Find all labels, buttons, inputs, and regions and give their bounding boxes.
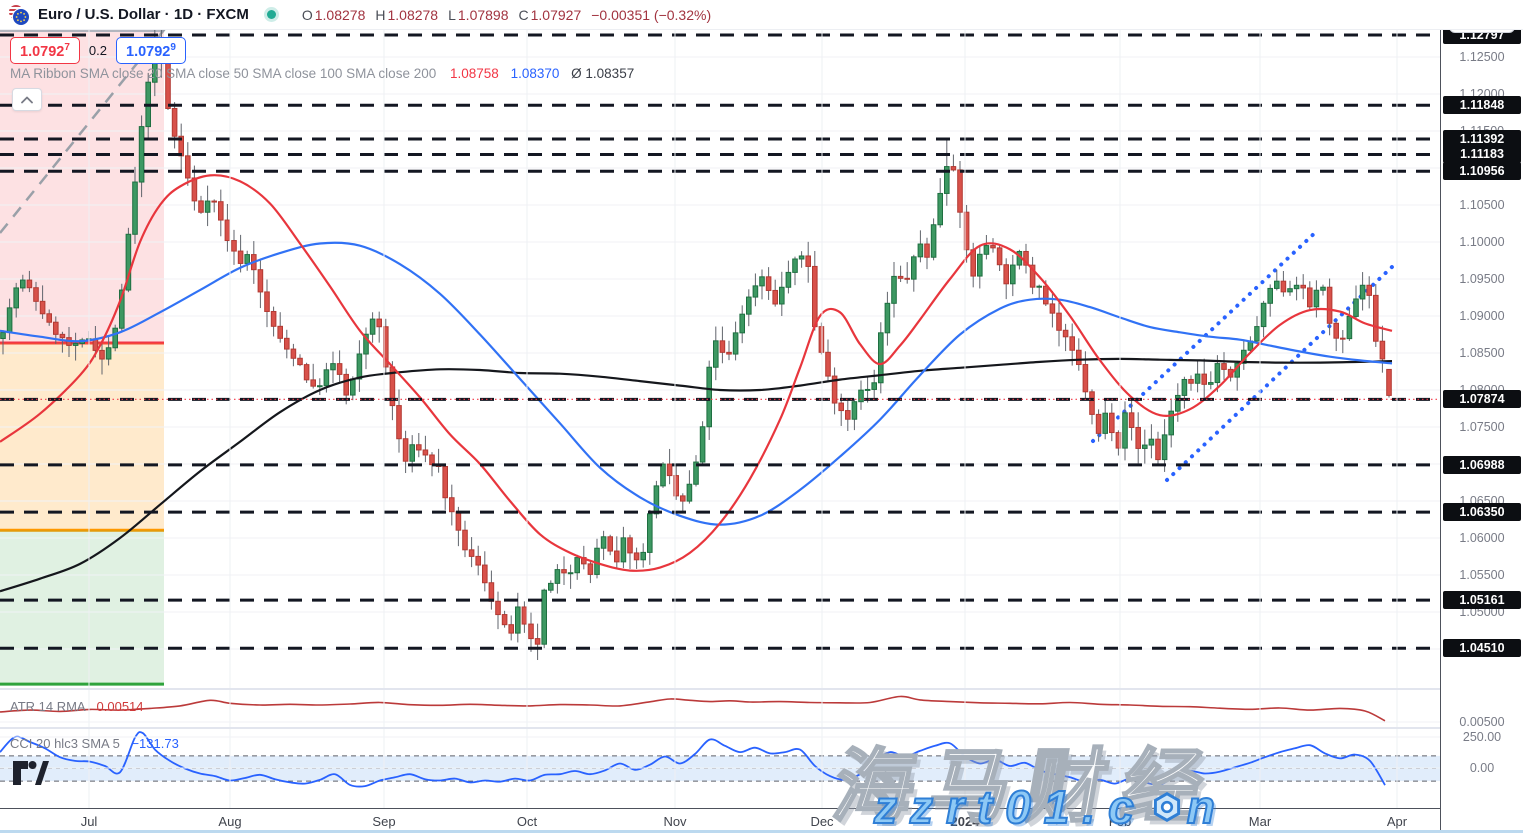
close-label: C: [518, 6, 529, 23]
ma-ribbon-sma20-value: 1.08758: [450, 66, 499, 81]
bid-price: 1.0792: [20, 43, 65, 60]
time-axis[interactable]: Jul Aug Sep Oct Nov Dec 2024 Feb Mar Apr: [0, 808, 1440, 833]
ma-ribbon-label: MA Ribbon SMA close 20 SMA close 50 SMA …: [10, 66, 437, 81]
time-tick-label: Mar: [1248, 814, 1272, 829]
cci-label: CCI 20 hlc3 SMA 5: [10, 736, 120, 751]
open-value: 1.08278: [314, 6, 366, 23]
time-tick-label: Oct: [516, 814, 538, 829]
price-tick-label: 1.07500: [1459, 420, 1505, 434]
atr-indicator-row[interactable]: ATR 14 RMA 0.00514: [10, 699, 144, 714]
level-price-label: 1.11183: [1443, 145, 1521, 164]
collapse-panel-button[interactable]: [12, 88, 42, 111]
level-price-label: 1.06988: [1443, 455, 1521, 474]
price-axis[interactable]: USD 1.125001.120001.115001.105001.100001…: [1440, 0, 1523, 833]
low-value: 1.07898: [457, 6, 509, 23]
price-tick-label: 1.10000: [1459, 235, 1505, 249]
level-price-label: 1.04510: [1443, 639, 1521, 658]
price-tick-label: 1.10500: [1459, 198, 1505, 212]
bottom-strip: [0, 830, 1523, 833]
time-tick-label: Apr: [1386, 814, 1408, 829]
buy-ask-button[interactable]: 1.07929: [116, 37, 186, 64]
high-value: 1.08278: [387, 6, 439, 23]
ask-price-sup: 9: [170, 42, 176, 53]
quote-row: 1.07927 0.2 1.07929: [10, 37, 186, 64]
high-label: H: [375, 6, 386, 23]
price-tick-label: 1.08500: [1459, 346, 1505, 360]
time-tick-label: Aug: [218, 814, 242, 829]
close-value: 1.07927: [530, 6, 582, 23]
time-tick-label: 2024: [950, 814, 980, 829]
chevron-up-icon: [21, 96, 33, 103]
level-price-label: 1.10956: [1443, 162, 1521, 181]
time-tick-label: Nov: [663, 814, 687, 829]
ma-ribbon-indicator-row[interactable]: MA Ribbon SMA close 20 SMA close 50 SMA …: [10, 66, 634, 81]
symbol-title[interactable]: Euro / U.S. Dollar · 1D · FXCM: [38, 6, 249, 23]
time-tick-label: Dec: [810, 814, 834, 829]
atr-value: 0.00514: [96, 699, 144, 714]
chart-header: Euro / U.S. Dollar · 1D · FXCM O 1.08278…: [0, 0, 1523, 30]
spread-value: 0.2: [88, 42, 107, 58]
low-label: L: [448, 6, 456, 23]
level-price-label: 1.06350: [1443, 503, 1521, 522]
cci-value: −131.73: [131, 736, 179, 751]
atr-tick-label: 0.00500: [1459, 715, 1505, 729]
ask-price: 1.0792: [126, 43, 171, 60]
level-price-label: 1.11392: [1443, 129, 1521, 148]
level-price-label: 1.07874: [1443, 390, 1521, 409]
ma-ribbon-sma50-value: 1.08370: [510, 66, 560, 81]
level-price-label: 1.05161: [1443, 591, 1521, 610]
price-tick-label: 1.09000: [1459, 309, 1505, 323]
cci-tick-label: 0.00: [1469, 761, 1495, 775]
open-label: O: [301, 6, 313, 23]
tradingview-logo[interactable]: [12, 760, 50, 791]
price-tick-label: 1.12500: [1459, 50, 1505, 64]
sell-bid-button[interactable]: 1.07927: [10, 37, 80, 64]
change-value: −0.00351 (−0.32%): [591, 6, 712, 23]
eurusd-pair-flag-icon: [8, 4, 30, 26]
time-tick-label: Jul: [80, 814, 98, 829]
level-price-label: 1.11848: [1443, 96, 1521, 115]
atr-label: ATR 14 RMA: [10, 699, 85, 714]
bid-price-sup: 7: [64, 42, 70, 53]
ohlc-readout: O 1.08278 H 1.08278 L 1.07898 C 1.07927 …: [294, 7, 711, 23]
price-tick-label: 1.06000: [1459, 531, 1505, 545]
cci-indicator-row[interactable]: CCI 20 hlc3 SMA 5 −131.73: [10, 736, 179, 751]
ma-ribbon-average-value: Ø 1.08357: [571, 66, 635, 81]
time-tick-label: Sep: [372, 814, 396, 829]
price-tick-label: 1.09500: [1459, 272, 1505, 286]
cci-tick-label: 250.00: [1462, 730, 1502, 744]
price-tick-label: 1.05500: [1459, 568, 1505, 582]
time-tick-label: Feb: [1108, 814, 1132, 829]
market-status-dot-icon: [266, 10, 276, 19]
